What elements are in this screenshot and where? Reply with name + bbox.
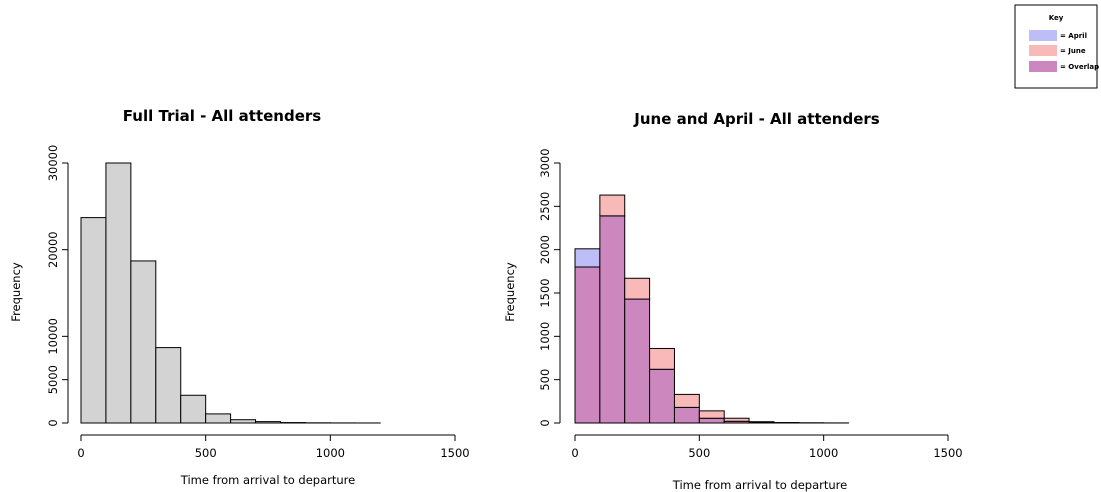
legend-label-overlap: = Overlap <box>1060 63 1099 71</box>
chart2-y-tick-label-6: 3000 <box>538 148 552 177</box>
chart1-bar-5 <box>205 413 232 424</box>
legend-title: Key <box>1049 14 1064 22</box>
chart2-april-excess-bar-0 <box>574 248 601 268</box>
chart1-y-tick-label-1: 5000 <box>46 365 60 394</box>
chart2-june-excess-bar-3 <box>649 347 675 370</box>
chart1-bars <box>80 162 381 424</box>
histogram-full-trial: Full Trial - All attenders Time from arr… <box>9 107 470 487</box>
legend-key: Key = April = June = Overlap <box>1014 4 1099 89</box>
chart2-overlap-bar-1 <box>599 215 626 424</box>
chart1-bar-4 <box>180 394 207 424</box>
chart2-june-excess-bar-5 <box>698 410 725 419</box>
chart1-xlabel: Time from arrival to departure <box>180 473 355 487</box>
chart1-y-axis: 0 5000 10000 20000 30000 <box>46 145 69 427</box>
chart2-x-tick-label-2: 1000 <box>809 446 838 460</box>
chart2-title: June and April - All attenders <box>633 110 880 128</box>
legend-swatch-june <box>1029 45 1057 56</box>
chart1-y-tick-label-3: 20000 <box>46 231 60 268</box>
chart2-y-tick-label-1: 500 <box>538 369 552 391</box>
chart1-y-tick-label-0: 0 <box>46 419 60 426</box>
chart2-y-tick-label-0: 0 <box>538 419 552 426</box>
legend-label-april: = April <box>1060 32 1087 40</box>
chart2-x-axis: 0 500 1000 1500 <box>571 434 963 460</box>
legend-swatch-overlap <box>1029 61 1057 72</box>
histogram-june-april: June and April - All attenders Time from… <box>503 110 963 492</box>
chart2-june-excess-bar-7 <box>748 421 775 423</box>
chart1-bar-0 <box>80 217 107 424</box>
chart2-y-axis: 0 500 1000 1500 2000 2500 3000 <box>538 148 561 427</box>
chart2-x-tick-label-3: 1500 <box>933 446 962 460</box>
chart1-x-tick-label-0: 0 <box>77 446 84 460</box>
chart2-y-tick-label-3: 1500 <box>538 278 552 307</box>
chart1-x-axis: 0 500 1000 1500 <box>77 434 470 460</box>
chart1-x-tick-label-1: 500 <box>195 446 217 460</box>
chart2-overlap-bar-4 <box>673 406 700 424</box>
chart2-overlap-bar-0 <box>574 266 601 424</box>
chart2-y-tick-label-4: 2000 <box>538 235 552 264</box>
chart2-x-tick-label-0: 0 <box>571 446 578 460</box>
chart1-bar-7 <box>255 421 281 424</box>
chart1-title: Full Trial - All attenders <box>123 107 321 125</box>
chart2-june-excess-bar-4 <box>673 393 700 408</box>
chart1-bar-3 <box>155 347 182 424</box>
legend-label-june: = June <box>1060 47 1086 55</box>
chart1-ylabel: Frequency <box>9 262 23 322</box>
chart2-xlabel: Time from arrival to departure <box>672 478 847 492</box>
chart1-bar-2 <box>130 260 157 424</box>
chart1-x-tick-label-3: 1500 <box>440 446 469 460</box>
chart2-june-excess-bar-6 <box>723 417 750 422</box>
chart1-y-tick-label-4: 30000 <box>46 145 60 182</box>
chart2-y-tick-label-5: 2500 <box>538 192 552 221</box>
chart2-y-tick-label-2: 1000 <box>538 322 552 351</box>
chart2-june-excess-bar-2 <box>624 277 651 300</box>
chart1-x-tick-label-2: 1000 <box>316 446 345 460</box>
chart2-overlap-bar-3 <box>649 368 675 424</box>
chart2-ylabel: Frequency <box>503 262 517 322</box>
chart2-x-tick-label-1: 500 <box>688 446 710 460</box>
chart2-overlap-bar-5 <box>698 417 725 424</box>
legend-swatch-april <box>1029 30 1057 41</box>
chart1-bar-6 <box>230 419 257 424</box>
chart1-bar-1 <box>105 162 132 424</box>
chart2-june-excess-bar-1 <box>599 194 626 217</box>
chart2-bars <box>574 194 850 424</box>
chart1-y-tick-label-2: 10000 <box>46 318 60 355</box>
chart2-overlap-bar-2 <box>624 298 651 424</box>
